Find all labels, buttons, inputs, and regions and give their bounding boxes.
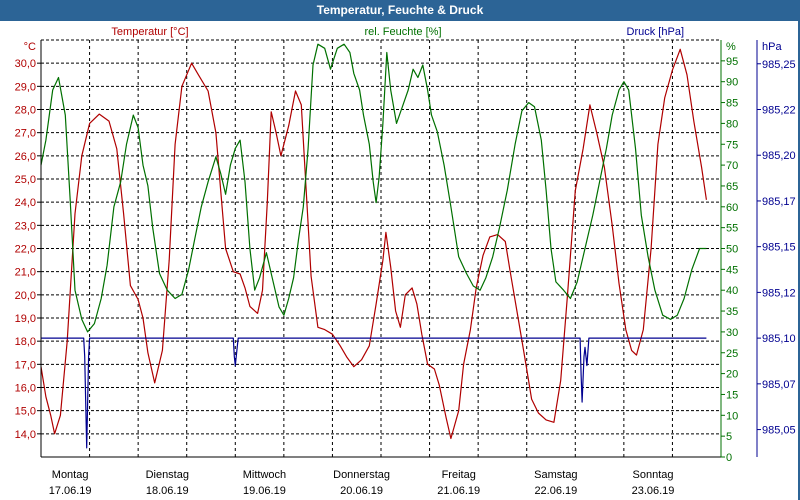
x-tick-date-label: 19.06.19 <box>243 485 286 497</box>
x-tick-day-label: Montag <box>52 469 89 481</box>
axis-labels: 14,0 15,0 16,0 17,0 18,0 19,0 20,0 21,0 22,0 23,0… <box>15 26 796 497</box>
humidity-tick-label: 40 <box>726 285 738 297</box>
series-layer <box>40 43 707 449</box>
left-tick-label: 15,0 <box>15 406 36 418</box>
x-tick-date-label: 21.06.19 <box>437 485 480 497</box>
x-tick-day-label: Mittwoch <box>243 469 286 481</box>
left-axis-unit: °C <box>24 41 36 53</box>
x-tick-date-label: 20.06.19 <box>340 485 383 497</box>
left-tick-label: 20,0 <box>15 290 36 302</box>
pressure-tick-label: 985,17 <box>762 196 796 208</box>
humidity-tick-label: 20 <box>726 369 738 381</box>
left-tick-label: 22,0 <box>15 244 36 256</box>
left-tick-label: 28,0 <box>15 105 36 117</box>
x-tick-date-label: 18.06.19 <box>146 485 189 497</box>
humidity-tick-label: 80 <box>726 118 738 130</box>
pressure-tick-label: 985,20 <box>762 150 796 162</box>
left-tick-label: 19,0 <box>15 313 36 325</box>
window-title: Temperatur, Feuchte & Druck <box>0 0 800 21</box>
temperature-axis-title: Temperatur [°C] <box>111 26 188 38</box>
humidity-tick-label: 45 <box>726 264 738 276</box>
x-tick-date-label: 23.06.19 <box>632 485 675 497</box>
pressure-tick-label: 985,25 <box>762 59 796 71</box>
left-tick-label: 26,0 <box>15 151 36 163</box>
pressure-tick-label: 985,15 <box>762 242 796 254</box>
left-tick-label: 24,0 <box>15 197 36 209</box>
pressure-tick-label: 985,07 <box>762 379 796 391</box>
humidity-tick-label: 90 <box>726 77 738 89</box>
humidity-tick-label: 60 <box>726 202 738 214</box>
x-tick-day-label: Sonntag <box>633 469 674 481</box>
pressure-axis-title: Druck [hPa] <box>627 26 684 38</box>
series-line-pressure <box>41 337 707 449</box>
humidity-axis-unit: % <box>726 41 736 53</box>
humidity-tick-label: 0 <box>726 452 732 464</box>
pressure-tick-label: 985,22 <box>762 105 796 117</box>
left-tick-label: 29,0 <box>15 81 36 93</box>
series-line-temperature <box>40 48 707 440</box>
x-tick-date-label: 22.06.19 <box>534 485 577 497</box>
left-tick-label: 21,0 <box>15 267 36 279</box>
series-line-humidity <box>40 43 707 333</box>
humidity-tick-label: 25 <box>726 348 738 360</box>
humidity-tick-label: 75 <box>726 139 738 151</box>
left-tick-label: 16,0 <box>15 383 36 395</box>
humidity-tick-label: 95 <box>726 56 738 68</box>
left-tick-label: 17,0 <box>15 359 36 371</box>
humidity-tick-label: 55 <box>726 223 738 235</box>
humidity-tick-label: 5 <box>726 431 732 443</box>
x-tick-day-label: Donnerstag <box>333 469 390 481</box>
axes <box>37 40 761 458</box>
humidity-tick-label: 15 <box>726 389 738 401</box>
humidity-tick-label: 65 <box>726 181 738 193</box>
left-tick-label: 25,0 <box>15 174 36 186</box>
left-tick-label: 27,0 <box>15 128 36 140</box>
left-tick-label: 18,0 <box>15 336 36 348</box>
x-tick-day-label: Dienstag <box>146 469 189 481</box>
pressure-axis-unit: hPa <box>762 41 782 53</box>
x-tick-date-label: 17.06.19 <box>49 485 92 497</box>
pressure-tick-label: 985,10 <box>762 333 796 345</box>
pressure-tick-label: 985,12 <box>762 287 796 299</box>
humidity-tick-label: 85 <box>726 98 738 110</box>
left-tick-label: 23,0 <box>15 220 36 232</box>
humidity-tick-label: 35 <box>726 306 738 318</box>
left-tick-label: 14,0 <box>15 429 36 441</box>
humidity-tick-label: 30 <box>726 327 738 339</box>
x-tick-day-label: Samstag <box>534 469 577 481</box>
window-border <box>798 21 800 500</box>
x-tick-day-label: Freitag <box>442 469 476 481</box>
left-tick-label: 30,0 <box>15 58 36 70</box>
humidity-tick-label: 50 <box>726 244 738 256</box>
humidity-tick-label: 10 <box>726 410 738 422</box>
humidity-axis-title: rel. Feuchte [%] <box>364 26 441 38</box>
grid <box>40 39 722 457</box>
pressure-tick-label: 985,05 <box>762 425 796 437</box>
humidity-tick-label: 70 <box>726 160 738 172</box>
